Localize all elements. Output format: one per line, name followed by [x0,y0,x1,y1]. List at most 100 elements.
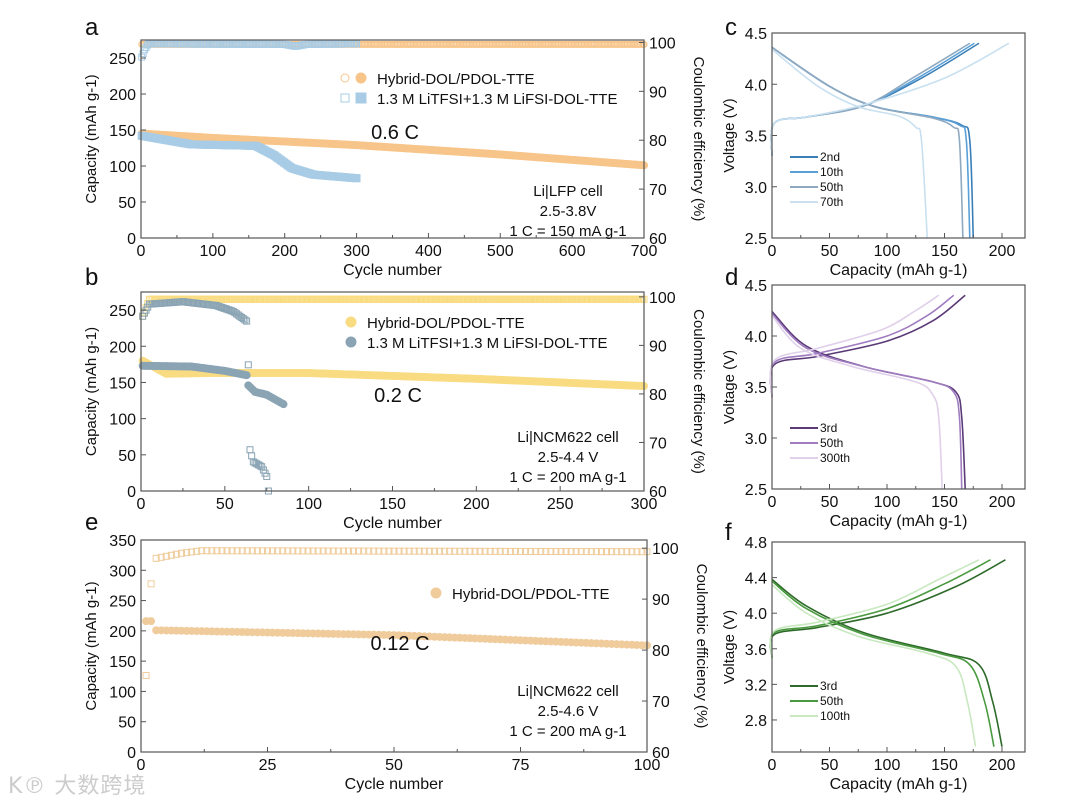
data-point [633,548,641,556]
series-1-3-m-litfsi-1-3-m-lifsi-dol-tte [138,361,288,409]
chart-panel-f: f 0 50 100 150 200 Capacity (mAh g-1) 2.8 3.2 3.6… [721,519,1026,793]
data-point [436,547,444,555]
data-point [355,547,363,555]
x-tick-label: 0 [137,757,146,774]
chart-panel-b: b 0 50 100 150 200 250 300 Cycle number 0 50 100 150… [83,264,707,532]
x-tick-label: 150 [379,496,406,513]
x-tick-label: 50 [821,243,839,260]
data-point [552,548,560,556]
c-rate-annotation: 0.12 C [371,633,430,655]
data-point [603,548,611,556]
y-axis-label: Capacity (mAh g-1) [83,581,100,710]
y-tick-label: 4.5 [745,278,767,295]
legend-label: 50th [820,694,843,708]
data-point [491,547,499,555]
x-tick-label: 200 [463,496,490,513]
data-point [471,547,479,555]
panel-label: b [85,264,98,291]
data-point [562,548,570,556]
data-point [248,547,256,555]
data-point [476,547,484,555]
x-axis-label: Cycle number [343,262,442,279]
data-point [138,53,146,61]
y-tick-label: 100 [109,159,136,176]
data-point [233,547,241,555]
series-100th [769,559,980,747]
plot-data [770,42,1010,239]
data-point [623,548,631,556]
x-tick-label: 100 [634,757,661,774]
data-point [597,548,605,556]
y-tick-label: 250 [109,303,136,320]
x-axis-label: Cycle number [343,515,442,532]
x-tick-label: 0 [768,243,777,260]
y2-axis-label: Coulombic efficiency (%) [693,564,710,729]
data-point [167,551,175,559]
series-1-3-m-litfsi-1-3-m-lifsi-dol-tte [137,131,361,183]
data-point [269,547,277,555]
x-tick-label: 200 [989,757,1016,774]
data-point [353,40,361,48]
data-point [400,547,408,555]
y2-tick-label: 80 [652,643,670,660]
x-tick-label: 75 [512,757,530,774]
c-rate-annotation: 0.2 C [374,385,422,407]
plot-frame [771,32,1026,239]
cell-annotation: Li|NCM622 cell [517,683,618,700]
x-tick-label: 500 [487,243,514,260]
data-point [263,472,271,480]
series-1-3-m-litfsi-1-3-m-lifsi-dol-tte-ce [138,40,361,61]
data-point [486,547,494,555]
charge-curve [770,42,971,157]
plot-data [138,295,648,495]
data-point [577,548,585,556]
data-point [370,547,378,555]
y-tick-label: 3.0 [745,431,767,448]
panel-label: d [725,264,738,291]
data-point [284,547,292,555]
cell-annotation: 1 C = 200 mA g-1 [509,723,626,740]
y-axis-label: Voltage (V) [721,610,738,684]
data-point [198,547,206,555]
data-point [395,547,403,555]
y-tick-label: 4.8 [745,535,767,552]
data-point [628,548,636,556]
legend-marker [345,316,357,328]
data-point [172,550,180,558]
legend-marker-ce [340,73,350,83]
y2-tick-label: 90 [649,84,667,101]
legend-label: Hybrid-DOL/PDOL-TTE [452,586,610,603]
data-point [522,547,530,555]
data-point [238,547,246,555]
chart-panel-e: e 0 25 50 75 100 Cycle number 0 50 100 150 200 250 30… [83,509,710,793]
discharge-curve [771,48,929,239]
legend-label: 10th [820,165,843,179]
y-tick-label: 150 [109,123,136,140]
data-point [244,361,252,369]
x-tick-label: 100 [874,757,901,774]
data-point [183,549,191,557]
data-point [242,371,251,380]
discharge-curve [771,46,964,239]
charge-curve [769,294,966,398]
data-point [542,547,550,555]
y-tick-label: 350 [109,533,136,550]
data-point [218,547,226,555]
y-tick-label: 4.5 [745,26,767,43]
data-point [441,547,449,555]
x-axis-label: Cycle number [345,776,444,793]
legend-marker-ce [340,93,350,103]
data-point [557,548,565,556]
data-point [501,547,509,555]
discharge-curve [771,584,977,747]
data-point [289,547,297,555]
x-tick-label: 250 [547,496,574,513]
data-point [208,547,216,555]
y-tick-label: 0 [127,484,136,501]
cell-annotation: 2.5-4.6 V [538,703,599,720]
data-point [279,400,288,409]
series-2nd [770,42,980,239]
